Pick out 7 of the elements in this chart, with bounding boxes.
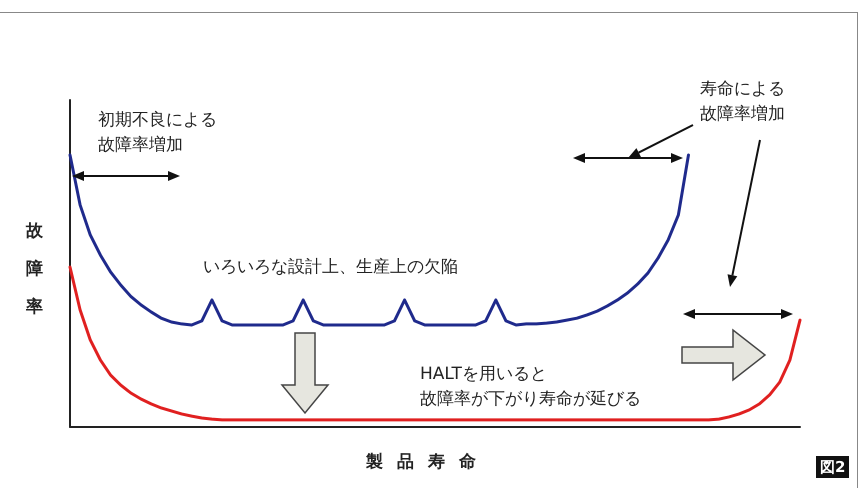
x-axis-title: 製品寿命 — [366, 451, 490, 474]
annotation: 初期不良による故障率増加 — [98, 109, 217, 157]
text: 寿命による故障率増加 — [700, 78, 785, 126]
y-axis-title: 故障率 — [26, 220, 44, 319]
annotation: いろいろな設計上、生産上の欠陥 — [203, 256, 458, 279]
annotation: HALTを用いると故障率が下がり寿命が延びる — [420, 363, 641, 411]
caption: 図2 — [816, 456, 850, 478]
